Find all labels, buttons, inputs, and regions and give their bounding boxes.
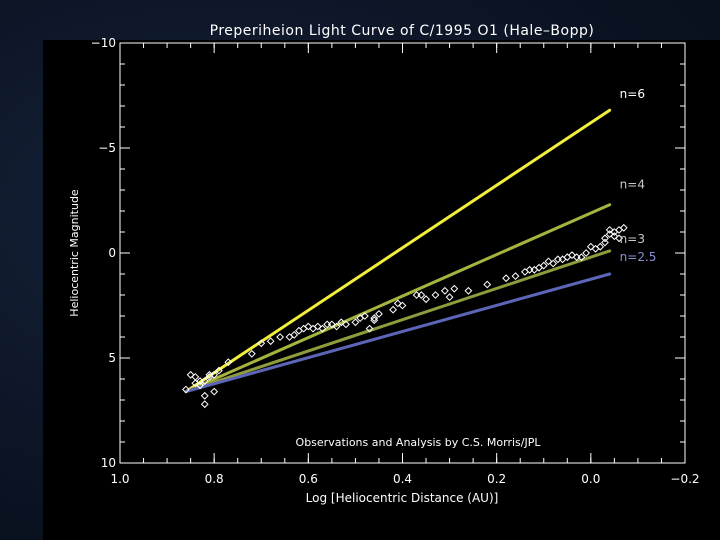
x-tick-label: 0.0 [581,472,600,486]
data-point [247,349,256,358]
data-point [398,301,407,310]
data-point [266,337,275,346]
series-label: n=6 [620,87,645,101]
data-point [389,305,397,314]
data-point [196,381,204,390]
series-line-2 [184,249,612,394]
data-point [375,309,383,318]
data-point [257,339,266,348]
y-tick-label: 10 [101,456,116,470]
data-point [464,286,473,295]
y-axis-label: Heliocentric Magnitude [68,189,81,317]
data-point [327,320,336,329]
data-point [313,322,322,331]
x-tick-label: 0.8 [205,472,224,486]
data-point [276,333,284,341]
x-tick-label: 0.4 [393,472,412,486]
x-axis-label: Log [Heliocentric Distance (AU)] [306,491,499,505]
data-point [214,366,223,375]
data-point [431,291,440,299]
data-point [370,314,379,323]
data-point [200,377,209,386]
data-point [224,358,233,367]
data-point [422,295,430,304]
data-point [610,232,619,241]
y-tick-label: 0 [108,246,116,260]
data-point [351,318,360,327]
data-point [445,293,454,302]
data-point [304,322,313,331]
plot-area [43,40,720,540]
plot-frame [119,42,686,464]
data-point [332,322,341,331]
data-point [337,318,346,327]
data-point [205,370,214,379]
data-point [601,234,609,243]
data-point [601,238,609,247]
data-point [365,324,374,333]
data-point [450,284,459,293]
data-point [544,257,553,266]
data-point [360,312,369,320]
data-point [210,387,219,396]
data-point [182,385,190,394]
data-point [539,261,548,270]
data-point [596,242,605,251]
data-point [342,320,350,329]
series-line-3 [184,272,612,394]
data-point [568,251,576,260]
y-tick-label: −10 [91,36,116,50]
x-tick-label: 1.0 [110,472,129,486]
series-label: n=4 [620,178,645,192]
data-point [619,223,628,232]
data-point [191,372,200,381]
y-tick-label: 5 [108,351,116,365]
data-point [200,391,209,400]
data-point [290,330,299,339]
data-point [502,274,510,283]
data-point [549,259,558,268]
data-point [605,225,614,234]
data-point [615,234,623,243]
chart-title: Preperiheion Light Curve of C/1995 O1 (H… [210,23,595,39]
series-line-0 [184,108,612,394]
data-point [417,291,426,299]
series-label: n=2.5 [620,250,657,264]
data-point [186,370,195,379]
x-tick-label: 0.2 [487,472,506,486]
data-point [577,253,586,262]
data-point [582,249,591,257]
data-point [511,272,520,281]
series-line-1 [184,203,612,394]
x-tick-label: −0.2 [670,472,699,486]
data-point [200,400,209,409]
chart-annotation: Observations and Analysis by C.S. Morris… [296,436,542,449]
data-point [483,280,492,289]
data-point [393,299,402,308]
y-tick-label: −5 [98,141,116,155]
series-label: n=3 [620,232,645,246]
data-point [586,242,595,251]
data-point [440,286,449,295]
x-tick-label: 0.6 [299,472,318,486]
data-point [318,324,327,333]
